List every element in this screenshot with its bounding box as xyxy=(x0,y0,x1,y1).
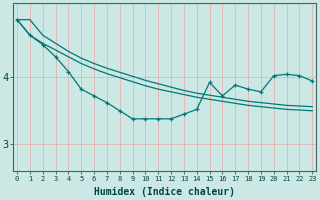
X-axis label: Humidex (Indice chaleur): Humidex (Indice chaleur) xyxy=(94,187,235,197)
